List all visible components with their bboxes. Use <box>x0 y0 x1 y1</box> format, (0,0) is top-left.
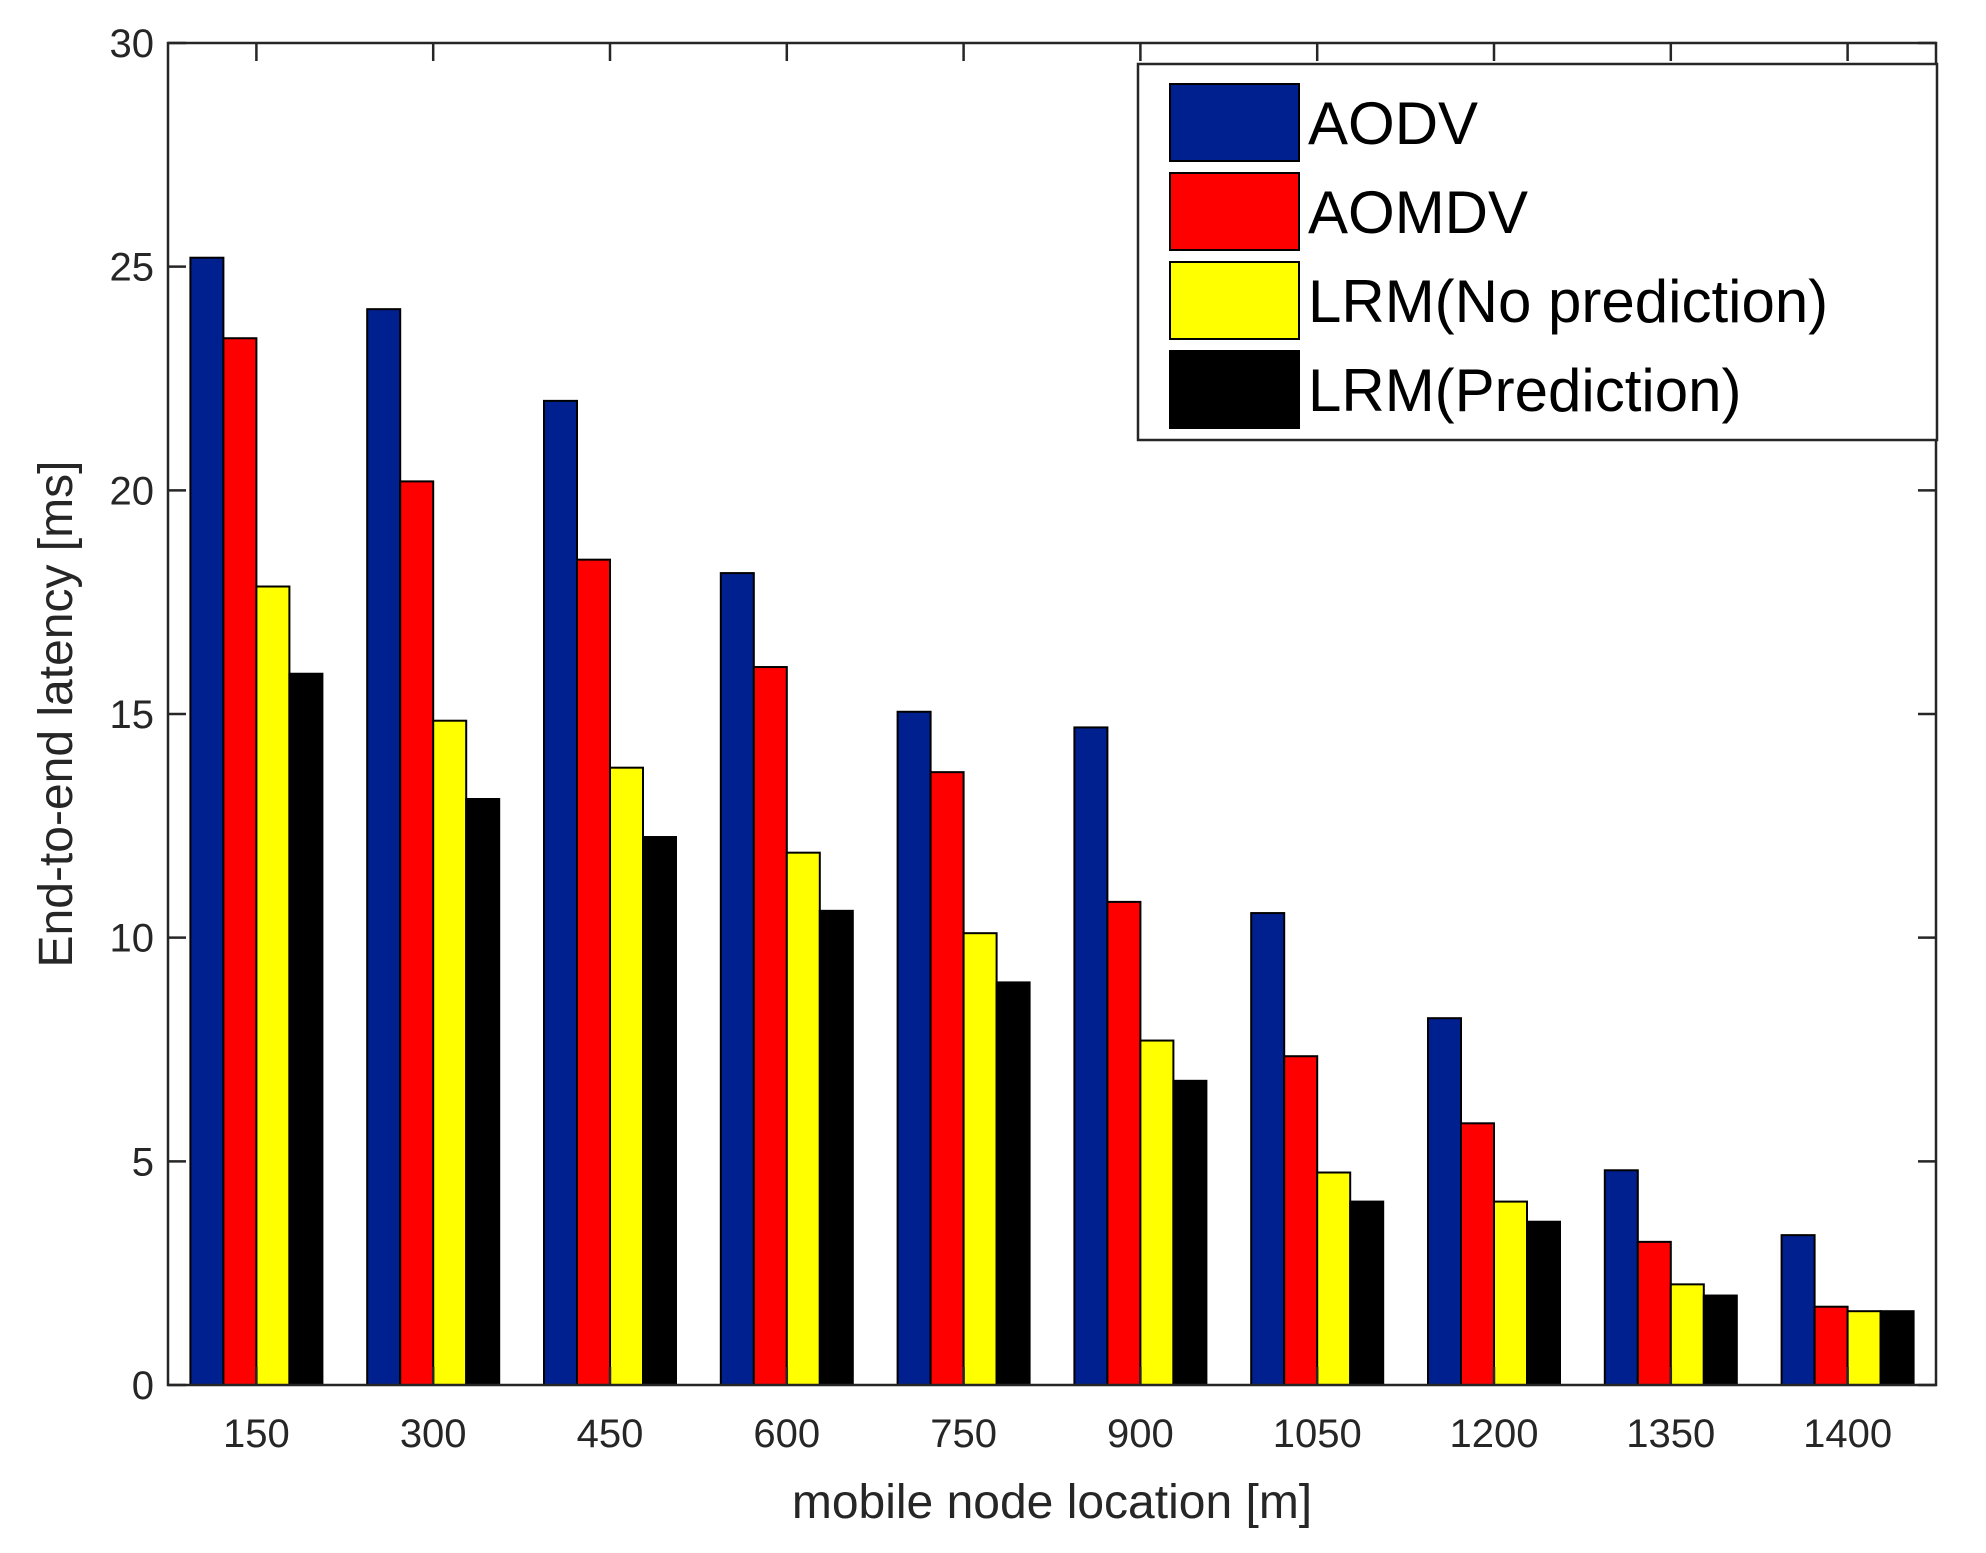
bar-lrm-no-prediction-450 <box>609 766 644 1386</box>
bar-aodv-1200 <box>1427 1017 1462 1386</box>
y-axis-ticks: 0 5 10 15 20 25 30 <box>110 22 1936 1408</box>
bar-aomdv-600 <box>752 666 788 1386</box>
x-tick-label: 900 <box>1107 1412 1174 1456</box>
legend-label-lrm-prediction: LRM(Prediction) <box>1308 357 1741 424</box>
bar-lrm-prediction-900 <box>1172 1079 1208 1387</box>
bar-aodv-450 <box>543 399 578 1387</box>
y-tick-label: 10 <box>110 917 155 961</box>
bar-aodv-600 <box>719 572 755 1386</box>
legend-swatch-lrm-no-prediction <box>1169 261 1300 340</box>
bar-aodv-1050 <box>1250 912 1286 1387</box>
bar-lrm-prediction-1400 <box>1879 1310 1915 1386</box>
y-tick-label: 20 <box>110 469 155 513</box>
bar-lrm-prediction-600 <box>818 909 854 1386</box>
bar-aodv-150 <box>189 256 225 1387</box>
y-tick-label: 15 <box>110 693 155 737</box>
x-axis-ticks: 150 300 450 600 750 900 1050 1200 1350 1400 <box>223 43 1892 1456</box>
x-tick-label: 1200 <box>1450 1412 1539 1456</box>
bar-lrm-no-prediction-600 <box>785 851 821 1386</box>
bar-aomdv-450 <box>576 558 611 1386</box>
bar-lrm-no-prediction-900 <box>1139 1039 1175 1386</box>
x-tick-label: 1400 <box>1803 1412 1892 1456</box>
bar-lrm-no-prediction-1350 <box>1669 1283 1705 1386</box>
bar-aomdv-750 <box>929 771 965 1386</box>
x-tick-label: 750 <box>930 1412 997 1456</box>
bar-aomdv-150 <box>222 337 258 1386</box>
legend-label-lrm-no-prediction: LRM(No prediction) <box>1308 268 1828 335</box>
bar-aomdv-1400 <box>1813 1305 1849 1387</box>
bar-aodv-1400 <box>1780 1234 1816 1386</box>
y-axis-label: End-to-end latency [ms] <box>30 461 83 968</box>
x-tick-label: 150 <box>223 1412 290 1456</box>
bar-aodv-900 <box>1073 726 1109 1386</box>
bar-aomdv-1050 <box>1283 1055 1319 1386</box>
bar-lrm-no-prediction-150 <box>255 585 291 1386</box>
x-axis-label: mobile node location [m] <box>792 1476 1312 1529</box>
x-tick-label: 450 <box>577 1412 644 1456</box>
bar-lrm-prediction-1350 <box>1702 1294 1738 1386</box>
bar-lrm-prediction-1050 <box>1349 1200 1385 1387</box>
bar-aodv-300 <box>366 308 402 1386</box>
bar-lrm-prediction-1200 <box>1526 1220 1561 1387</box>
bar-aomdv-1350 <box>1636 1240 1672 1387</box>
legend-swatch-aomdv <box>1169 172 1300 251</box>
bar-lrm-no-prediction-1200 <box>1493 1200 1528 1387</box>
x-tick-label: 600 <box>753 1412 820 1456</box>
bar-lrm-no-prediction-300 <box>432 719 468 1386</box>
bar-lrm-prediction-300 <box>465 797 501 1386</box>
x-tick-label: 1350 <box>1626 1412 1715 1456</box>
y-tick-label: 25 <box>110 246 155 290</box>
legend-swatch-aodv <box>1169 83 1300 162</box>
bar-lrm-no-prediction-750 <box>962 932 998 1387</box>
y-tick-label: 30 <box>110 22 155 66</box>
bar-aomdv-1200 <box>1460 1122 1495 1387</box>
legend-swatch-lrm-prediction <box>1169 350 1300 429</box>
bar-aomdv-900 <box>1106 900 1142 1386</box>
bar-aomdv-300 <box>399 480 435 1386</box>
bar-group <box>189 256 1915 1387</box>
legend-label-aomdv: AOMDV <box>1308 179 1528 246</box>
legend: AODV AOMDV LRM(No prediction) LRM(Predictio… <box>1136 62 1939 442</box>
bar-lrm-no-prediction-1050 <box>1316 1171 1352 1387</box>
y-tick-label: 5 <box>132 1140 154 1184</box>
x-tick-label: 1050 <box>1273 1412 1362 1456</box>
bar-lrm-prediction-750 <box>995 981 1031 1387</box>
bar-aodv-1350 <box>1603 1169 1639 1387</box>
bar-aodv-750 <box>896 710 932 1386</box>
x-tick-label: 300 <box>400 1412 467 1456</box>
y-tick-label: 0 <box>132 1364 154 1408</box>
legend-label-aodv: AODV <box>1308 90 1478 157</box>
bar-lrm-prediction-150 <box>288 672 324 1386</box>
bar-lrm-no-prediction-1400 <box>1846 1310 1882 1386</box>
bar-lrm-prediction-450 <box>642 836 677 1386</box>
